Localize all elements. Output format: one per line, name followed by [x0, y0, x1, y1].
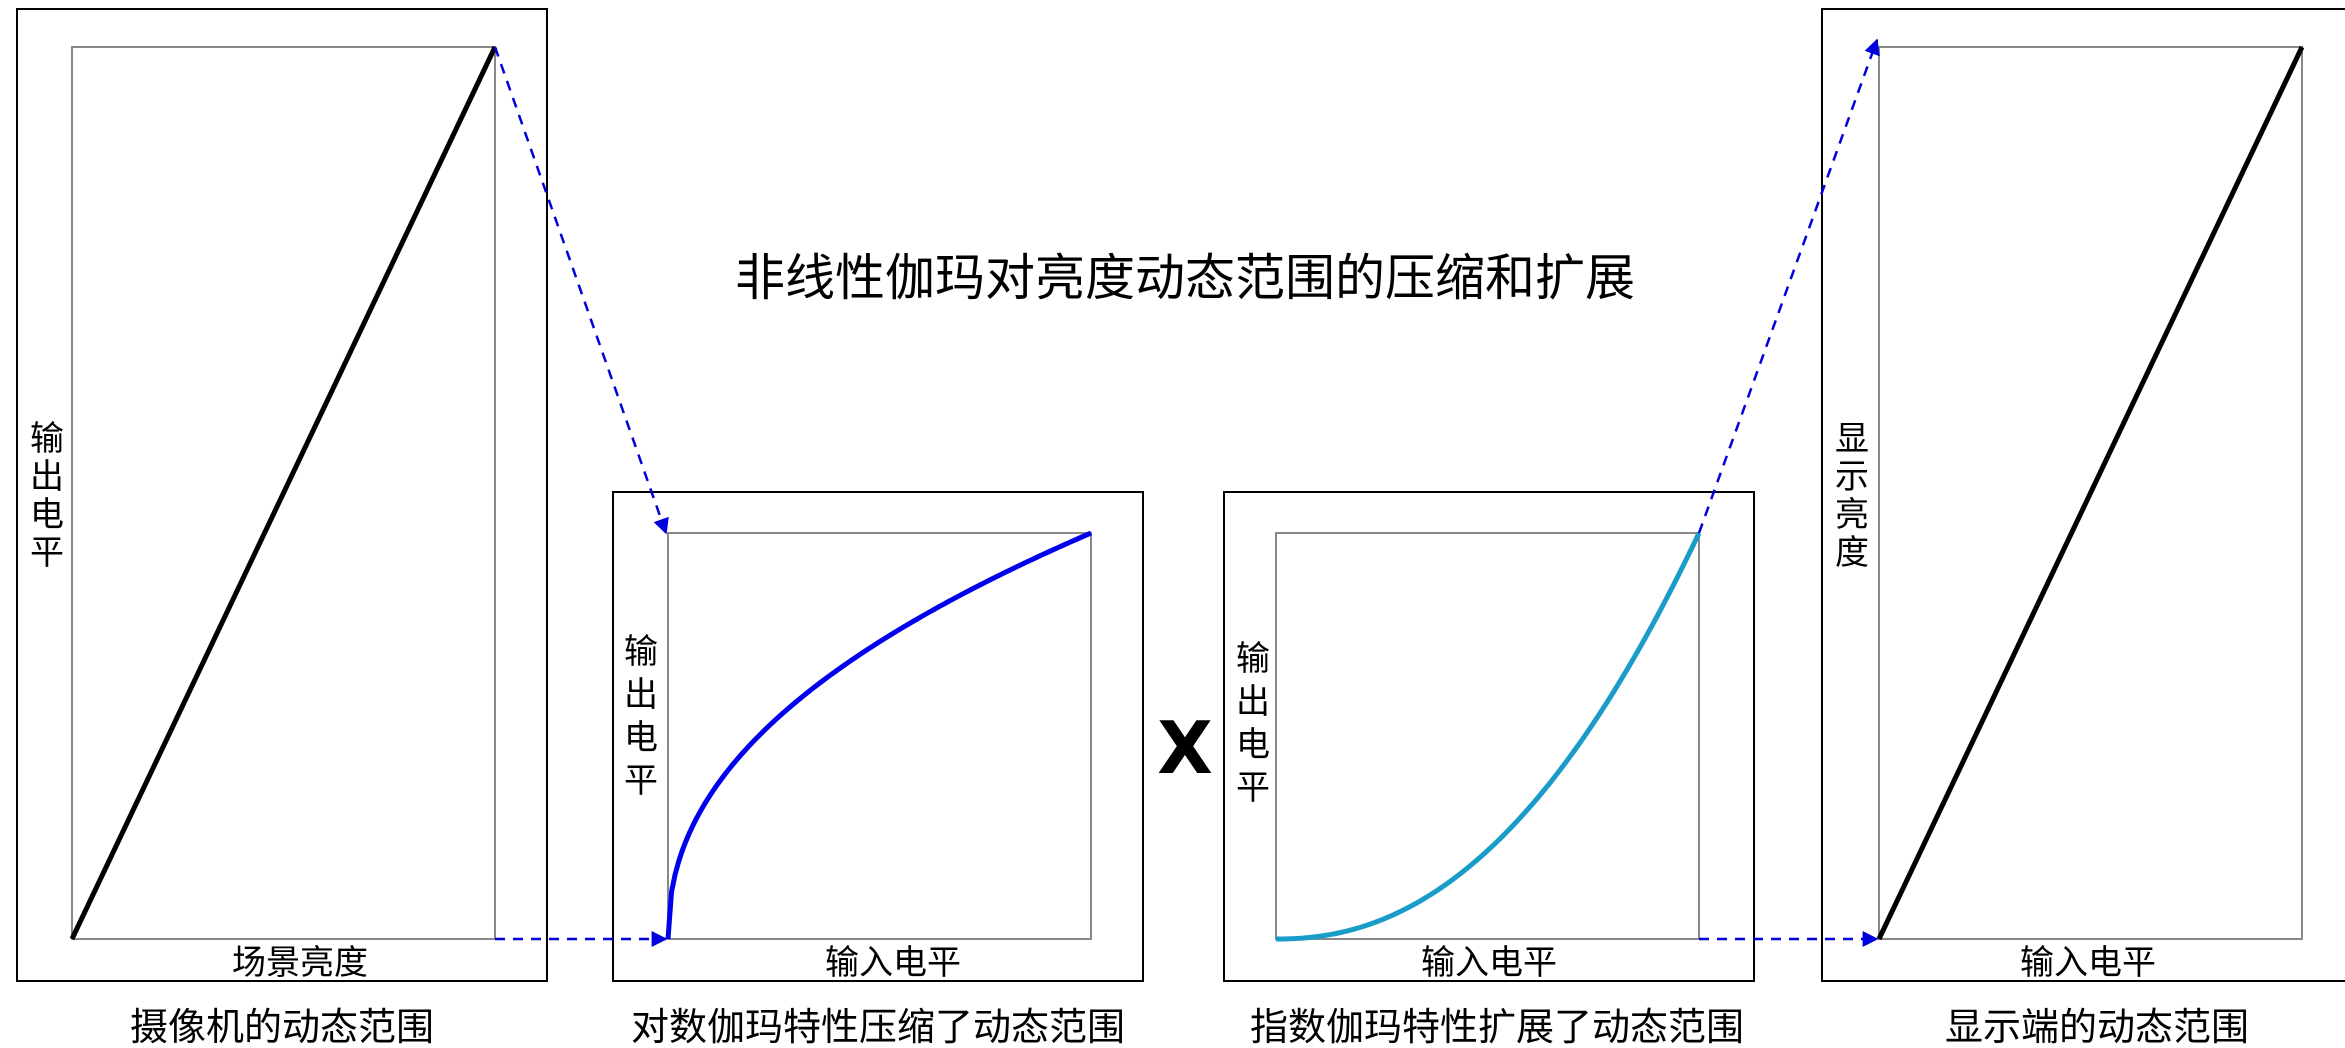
svg-text:平: 平 — [1236, 768, 1270, 808]
diagram-title: 非线性伽玛对亮度动态范围的压缩和扩展 — [735, 249, 1635, 307]
panel-exp-gamma: 输入电平 输 出 电 平 指数伽玛特性扩展了动态范围 — [1223, 491, 1755, 1048]
x-axis-label: 场景亮度 — [232, 943, 368, 983]
svg-text:示: 示 — [1835, 457, 1869, 497]
panel-caption: 对数伽玛特性压缩了动态范围 — [631, 1005, 1125, 1048]
panel-display: 输入电平 显 示 亮 度 显示端的动态范围 — [1821, 8, 2345, 1048]
plot-area — [1275, 532, 1700, 940]
svg-text:显: 显 — [1835, 419, 1869, 459]
plot-area — [667, 532, 1092, 940]
svg-text:出: 出 — [1236, 682, 1270, 722]
svg-text:电: 电 — [1236, 725, 1270, 765]
linear-curve — [1876, 45, 2305, 941]
svg-text:出: 出 — [30, 457, 64, 497]
svg-text:输: 输 — [1236, 639, 1270, 679]
y-axis-label: 输 出 电 平 — [624, 632, 658, 801]
svg-text:电: 电 — [624, 718, 658, 758]
x-axis-label: 输入电平 — [825, 943, 961, 983]
y-axis-label: 输 出 电 平 — [1236, 639, 1270, 808]
plot-area — [71, 46, 496, 940]
arrow-top-camera-to-log — [493, 46, 669, 535]
panel-frame — [1223, 491, 1755, 982]
svg-text:电: 电 — [30, 495, 64, 535]
svg-text:输: 输 — [30, 419, 64, 459]
x-axis-label: 输入电平 — [1421, 943, 1557, 983]
panel-caption: 显示端的动态范围 — [1945, 1005, 2249, 1048]
y-axis-label: 输 出 电 平 — [30, 419, 64, 573]
svg-text:亮: 亮 — [1835, 495, 1869, 535]
svg-text:平: 平 — [30, 533, 64, 573]
panel-caption: 摄像机的动态范围 — [130, 1005, 434, 1048]
panel-caption: 指数伽玛特性扩展了动态范围 — [1250, 1005, 1744, 1048]
y-axis-label: 显 示 亮 度 — [1835, 419, 1869, 573]
panel-frame — [612, 491, 1144, 982]
log-gamma-curve — [665, 530, 1092, 940]
plot-area — [1878, 46, 2303, 940]
mapping-arrows — [493, 38, 1880, 947]
svg-text:度: 度 — [1835, 533, 1869, 573]
svg-text:输: 输 — [624, 632, 658, 672]
svg-text:出: 出 — [624, 675, 658, 715]
linear-curve — [69, 45, 498, 941]
panel-frame — [1821, 8, 2345, 982]
x-axis-label: 输入电平 — [2020, 943, 2156, 983]
panel-log-gamma: 输入电平 输 出 电 平 对数伽玛特性压缩了动态范围 — [612, 491, 1144, 1048]
panel-camera: 场景亮度 输 出 电 平 摄像机的动态范围 — [16, 8, 548, 1048]
exp-gamma-curve — [1275, 531, 1702, 942]
arrow-top-exp-to-display — [1697, 38, 1880, 534]
multiply-operator: X — [1157, 706, 1213, 790]
panel-frame — [16, 8, 548, 982]
svg-text:平: 平 — [624, 761, 658, 801]
